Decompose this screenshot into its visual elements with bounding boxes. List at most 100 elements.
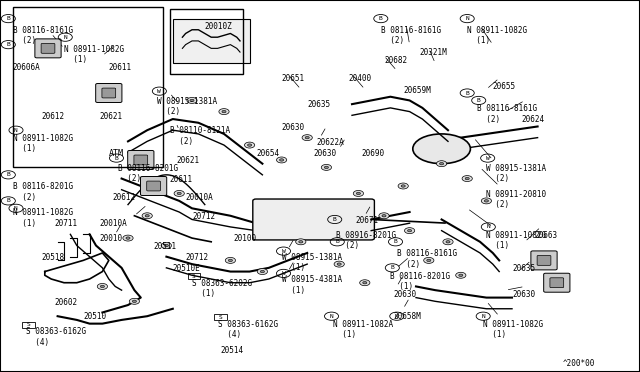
Circle shape xyxy=(302,135,312,141)
Text: B: B xyxy=(335,239,339,244)
Circle shape xyxy=(97,283,108,289)
Text: 20630: 20630 xyxy=(314,149,337,158)
Circle shape xyxy=(481,198,492,204)
Text: W: W xyxy=(282,271,285,276)
Circle shape xyxy=(123,235,133,241)
Text: 20630: 20630 xyxy=(394,290,417,299)
Text: B: B xyxy=(6,172,10,177)
Text: 20612: 20612 xyxy=(42,112,65,121)
Text: 20651: 20651 xyxy=(282,74,305,83)
Text: 20602: 20602 xyxy=(54,298,77,307)
Circle shape xyxy=(408,230,412,232)
FancyBboxPatch shape xyxy=(173,19,250,63)
Text: 20682: 20682 xyxy=(384,56,407,65)
Text: 20514: 20514 xyxy=(221,346,244,355)
Text: B: B xyxy=(394,239,397,244)
Circle shape xyxy=(164,244,168,247)
Text: ^200*00: ^200*00 xyxy=(563,359,596,368)
Circle shape xyxy=(401,185,405,187)
Text: B: B xyxy=(390,265,394,270)
Text: 20010A: 20010A xyxy=(99,219,127,228)
Text: S 08363-6162G
  (4): S 08363-6162G (4) xyxy=(26,327,86,347)
FancyBboxPatch shape xyxy=(147,181,161,191)
Circle shape xyxy=(129,298,140,304)
Circle shape xyxy=(379,213,389,219)
Text: 20630: 20630 xyxy=(512,290,535,299)
Circle shape xyxy=(353,190,364,196)
Text: 20635: 20635 xyxy=(512,264,535,273)
Circle shape xyxy=(382,215,386,217)
Circle shape xyxy=(363,282,367,284)
Text: W: W xyxy=(282,248,285,254)
Circle shape xyxy=(244,142,255,148)
Text: B 08116-8161G
  (2): B 08116-8161G (2) xyxy=(397,249,457,269)
FancyBboxPatch shape xyxy=(544,273,570,292)
Circle shape xyxy=(142,213,152,219)
Circle shape xyxy=(219,109,229,115)
Text: 20622A: 20622A xyxy=(317,138,344,147)
Text: 20518: 20518 xyxy=(42,253,65,262)
Text: B 08116-8201G
  (2): B 08116-8201G (2) xyxy=(118,164,179,183)
Text: W: W xyxy=(486,155,490,161)
FancyBboxPatch shape xyxy=(141,177,166,196)
Circle shape xyxy=(446,241,450,243)
Circle shape xyxy=(225,257,236,263)
Text: S: S xyxy=(219,315,223,320)
Text: N: N xyxy=(330,314,333,319)
Text: 20612: 20612 xyxy=(112,193,135,202)
Text: B 08116-8161G
  (2): B 08116-8161G (2) xyxy=(381,26,441,45)
Circle shape xyxy=(424,257,434,263)
Circle shape xyxy=(484,200,488,202)
Text: B: B xyxy=(477,98,481,103)
Text: 20510: 20510 xyxy=(83,312,106,321)
Text: B 08116-8161G
  (2): B 08116-8161G (2) xyxy=(13,26,73,45)
Text: 20606A: 20606A xyxy=(13,63,40,72)
Text: 20690: 20690 xyxy=(362,149,385,158)
Text: 20663: 20663 xyxy=(534,231,557,240)
Text: B: B xyxy=(6,198,10,203)
Circle shape xyxy=(443,239,453,245)
Circle shape xyxy=(126,237,130,239)
Text: N: N xyxy=(481,314,485,319)
Text: 20400: 20400 xyxy=(349,74,372,83)
Circle shape xyxy=(456,272,466,278)
Text: 20621: 20621 xyxy=(176,156,199,165)
Text: N 08911-1082G
  (1): N 08911-1082G (1) xyxy=(13,134,73,153)
Ellipse shape xyxy=(413,134,470,164)
FancyBboxPatch shape xyxy=(128,150,154,170)
Text: W 08915-4381A
  (1): W 08915-4381A (1) xyxy=(282,275,342,295)
Text: N: N xyxy=(63,35,67,40)
FancyBboxPatch shape xyxy=(531,251,557,270)
Circle shape xyxy=(334,261,344,267)
Text: 20624: 20624 xyxy=(522,115,545,124)
Text: N 08911-1082G
  (1): N 08911-1082G (1) xyxy=(13,208,73,228)
Text: N 08911-20810
  (2): N 08911-20810 (2) xyxy=(486,190,547,209)
Text: N 08911-1082A
  (1): N 08911-1082A (1) xyxy=(333,320,393,339)
Text: N: N xyxy=(486,224,490,230)
Bar xyxy=(170,9,243,74)
Text: S 08363-6202G
  (1): S 08363-6202G (1) xyxy=(192,279,252,298)
Text: 20655: 20655 xyxy=(493,82,516,91)
Circle shape xyxy=(222,110,226,113)
Text: 20321M: 20321M xyxy=(419,48,447,57)
Text: 20621: 20621 xyxy=(99,112,122,121)
Text: 20611: 20611 xyxy=(170,175,193,184)
Text: 20658M: 20658M xyxy=(394,312,421,321)
Text: 20635: 20635 xyxy=(307,100,330,109)
Circle shape xyxy=(280,159,284,161)
Circle shape xyxy=(228,259,232,262)
Circle shape xyxy=(427,259,431,262)
Circle shape xyxy=(296,239,306,245)
Circle shape xyxy=(187,97,197,103)
Text: N 08911-1082G
  (1): N 08911-1082G (1) xyxy=(486,231,547,250)
Text: 20511: 20511 xyxy=(154,242,177,251)
Circle shape xyxy=(305,137,309,139)
Text: B: B xyxy=(379,16,383,21)
FancyBboxPatch shape xyxy=(550,278,564,288)
Text: W 08915-1381A
  (2): W 08915-1381A (2) xyxy=(486,164,547,183)
Circle shape xyxy=(324,166,328,169)
Circle shape xyxy=(276,157,287,163)
Circle shape xyxy=(177,192,181,195)
Circle shape xyxy=(248,144,252,146)
Text: N 08911-1082G
  (1): N 08911-1082G (1) xyxy=(467,26,527,45)
